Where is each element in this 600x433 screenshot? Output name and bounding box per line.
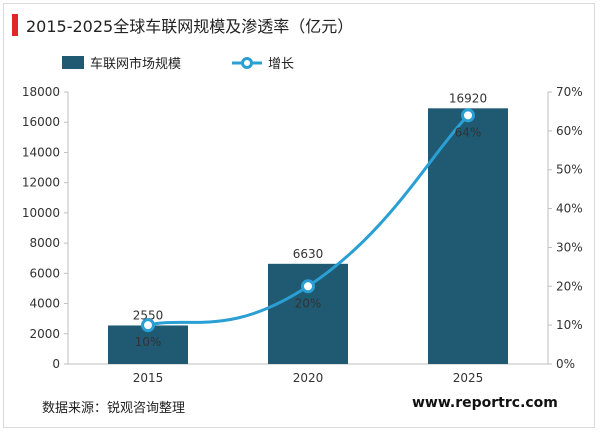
x-tick-label: 2025	[453, 371, 484, 385]
growth-value-label: 64%	[455, 125, 482, 139]
y-tick-label: 2000	[29, 327, 60, 341]
y-tick-label: 10000	[22, 206, 60, 220]
y-tick-label: 8000	[29, 236, 60, 250]
growth-value-label: 20%	[295, 296, 322, 310]
y-tick-label: 0	[52, 357, 60, 371]
legend-bar-swatch	[62, 56, 84, 69]
y2-tick-label: 10%	[556, 318, 583, 332]
bar-value-label: 2550	[133, 308, 164, 322]
website-url: www.reportrc.com	[412, 395, 558, 411]
y-tick-label: 12000	[22, 176, 60, 190]
growth-point	[461, 108, 475, 123]
x-tick-label: 2015	[133, 371, 164, 385]
growth-point	[141, 318, 155, 333]
y2-tick-label: 0%	[556, 357, 575, 371]
y2-tick-label: 60%	[556, 124, 583, 138]
y2-tick-label: 50%	[556, 163, 583, 177]
legend-line-label: 增长	[268, 57, 294, 72]
title-accent-bar	[12, 14, 18, 36]
y2-tick-label: 70%	[556, 85, 583, 99]
chart-frame	[3, 3, 595, 428]
bar	[268, 263, 348, 364]
legend-bar-label: 车联网市场规模	[90, 56, 181, 72]
source-note: 数据来源：锐观咨询整理	[42, 401, 186, 416]
y2-tick-label: 40%	[556, 202, 583, 216]
x-tick-label: 2020	[293, 371, 324, 385]
bar-value-label: 6630	[293, 247, 324, 261]
bar-value-label: 16920	[449, 91, 487, 105]
y2-tick-label: 20%	[556, 279, 583, 293]
y-tick-label: 6000	[29, 266, 60, 280]
y2-tick-label: 30%	[556, 240, 583, 254]
y-tick-label: 16000	[22, 115, 60, 129]
growth-value-label: 10%	[135, 335, 162, 349]
growth-point	[301, 279, 315, 294]
chart-title: 2015-2025全球车联网规模及渗透率（亿元）	[26, 17, 354, 36]
y-tick-label: 4000	[29, 297, 60, 311]
bar	[428, 108, 508, 364]
y-tick-label: 18000	[22, 85, 60, 99]
y-tick-label: 14000	[22, 145, 60, 159]
legend-line-marker	[241, 57, 253, 69]
